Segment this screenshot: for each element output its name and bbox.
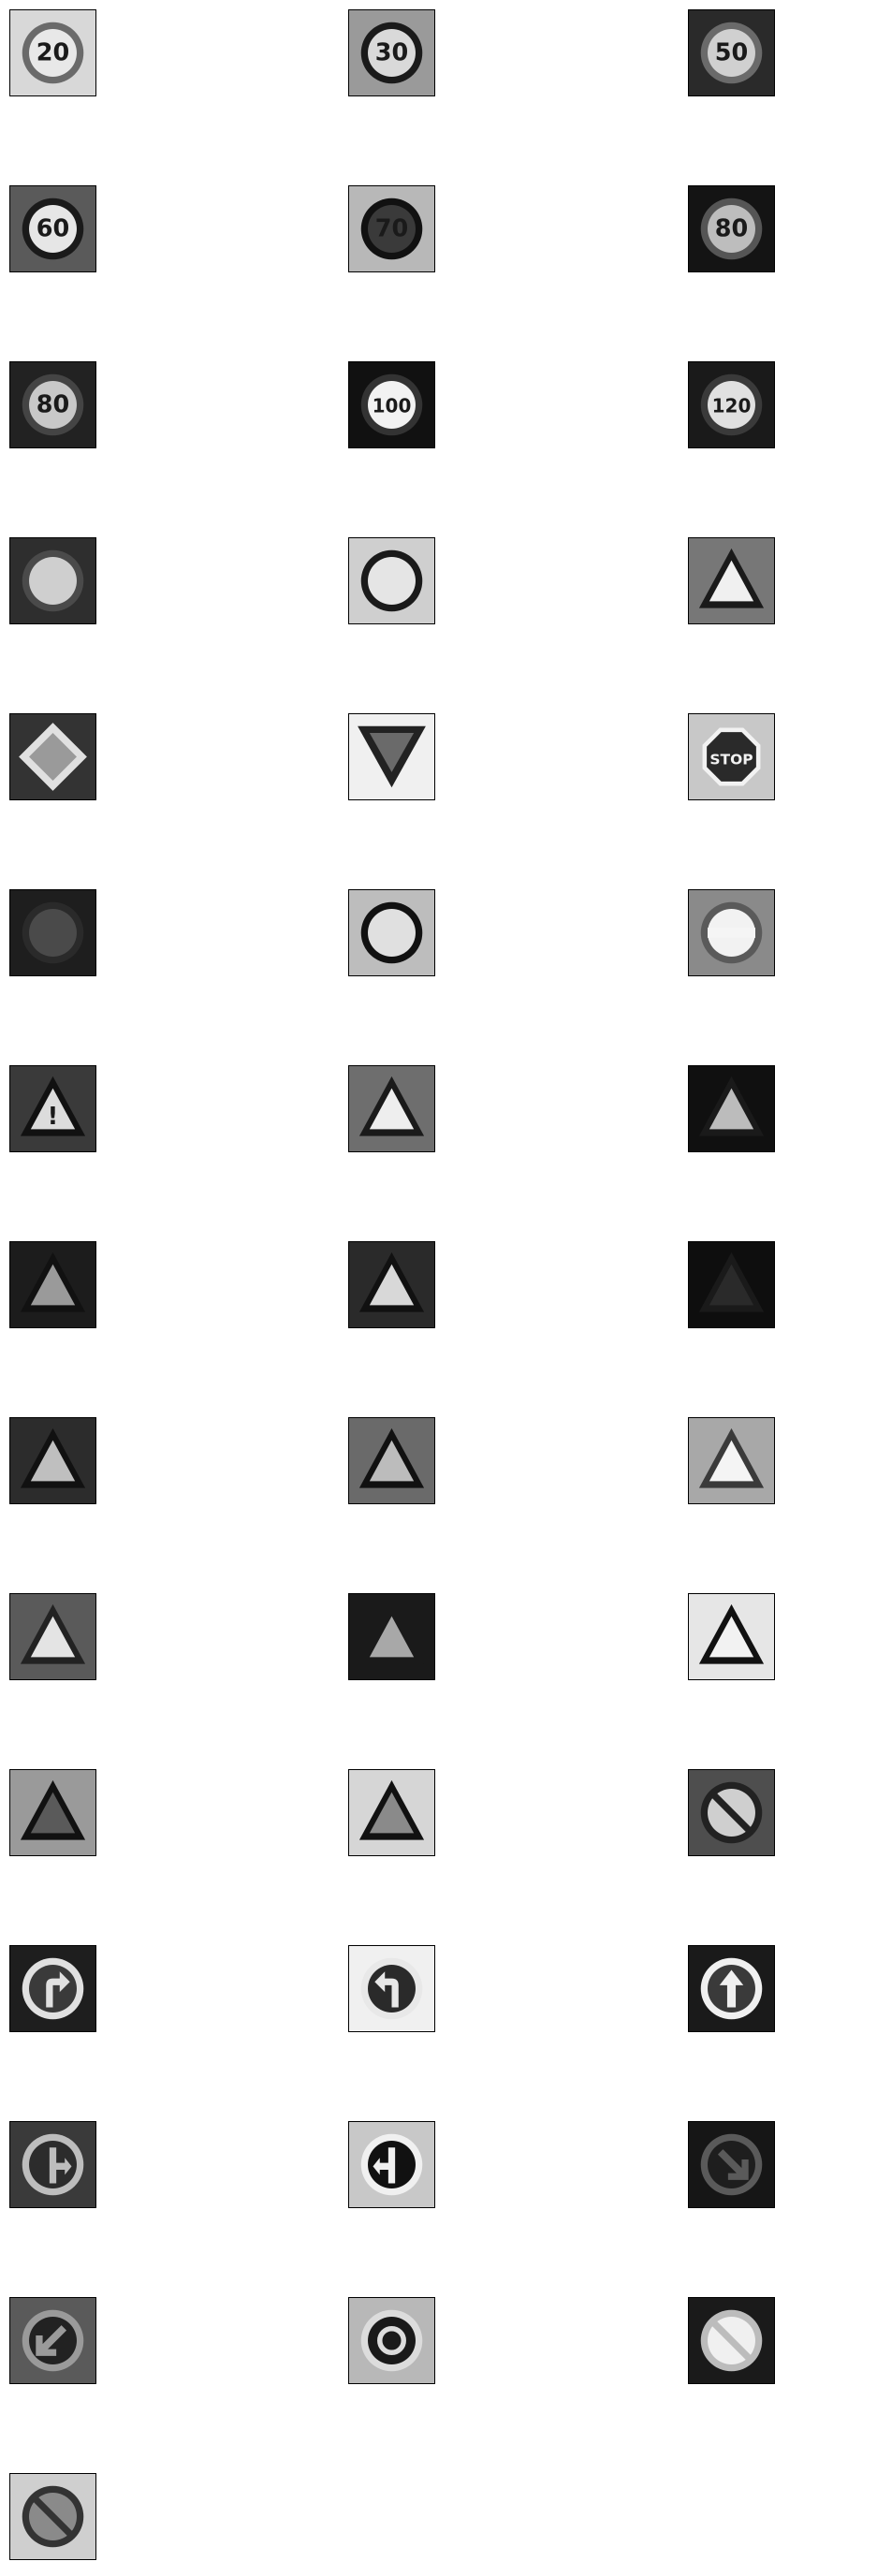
yield-sign: [348, 713, 435, 800]
speed-limit-70-sign: 70: [348, 185, 435, 272]
sign-label: 20: [37, 39, 69, 67]
speed-limit-100-sign: 100: [348, 361, 435, 448]
sign-label: !: [48, 1103, 59, 1131]
bumpy-road-sign: [348, 1241, 435, 1328]
speed-limit-50-sign: 50: [688, 9, 775, 96]
sign-label: 120: [712, 395, 752, 417]
end-no-passing-trucks-sign: [9, 2473, 96, 2560]
no-passing-sign: [9, 537, 96, 624]
slippery-road-sign: [688, 1241, 775, 1328]
sign-label: 80: [37, 391, 69, 419]
go-straight-or-left-sign: [348, 2121, 435, 2208]
road-work-sign: [348, 1417, 435, 1504]
end-no-passing-sign: [688, 2297, 775, 2384]
dangerous-curve-right-sign: [688, 1065, 775, 1152]
wild-animals-crossing-sign: [348, 1769, 435, 1856]
turn-left-ahead-sign: [348, 1945, 435, 2032]
no-entry-sign: [688, 889, 775, 976]
no-vehicles-sign: [9, 889, 96, 976]
priority-road-sign: [9, 713, 96, 800]
road-narrows-sign: [9, 1417, 96, 1504]
keep-left-sign: [9, 2297, 96, 2384]
sign-label: 70: [375, 215, 408, 243]
stop-sign: STOP: [688, 713, 775, 800]
keep-right-sign: [688, 2121, 775, 2208]
sign-label: STOP: [709, 752, 753, 768]
traffic-signals-sign: [688, 1417, 775, 1504]
end-all-limits-sign: [688, 1769, 775, 1856]
roundabout-mandatory-sign: [348, 2297, 435, 2384]
no-trucks-sign: [348, 889, 435, 976]
turn-right-ahead-sign: [9, 1945, 96, 2032]
bicycles-crossing-sign: [688, 1593, 775, 1680]
end-speed-limit-80-sign: 80: [9, 361, 96, 448]
go-straight-or-right-sign: [9, 2121, 96, 2208]
speed-limit-120-sign: 120: [688, 361, 775, 448]
sign-label: 80: [715, 215, 748, 243]
no-passing-trucks-sign: [348, 537, 435, 624]
sign-label: 50: [715, 39, 748, 67]
general-caution-sign: !: [9, 1065, 96, 1152]
speed-limit-30-sign: 30: [348, 9, 435, 96]
children-crossing-sign: [348, 1593, 435, 1680]
right-of-way-sign: [688, 537, 775, 624]
pedestrians-sign: [9, 1593, 96, 1680]
sign-label: 60: [37, 215, 69, 243]
speed-limit-20-sign: 20: [9, 9, 96, 96]
sign-label: 30: [375, 39, 408, 67]
speed-limit-60-sign: 60: [9, 185, 96, 272]
ahead-only-sign: [688, 1945, 775, 2032]
double-curve-sign: [9, 1241, 96, 1328]
beware-ice-snow-sign: [9, 1769, 96, 1856]
speed-limit-80-sign: 80: [688, 185, 775, 272]
dangerous-curve-left-sign: [348, 1065, 435, 1152]
sign-label: 100: [373, 395, 412, 417]
